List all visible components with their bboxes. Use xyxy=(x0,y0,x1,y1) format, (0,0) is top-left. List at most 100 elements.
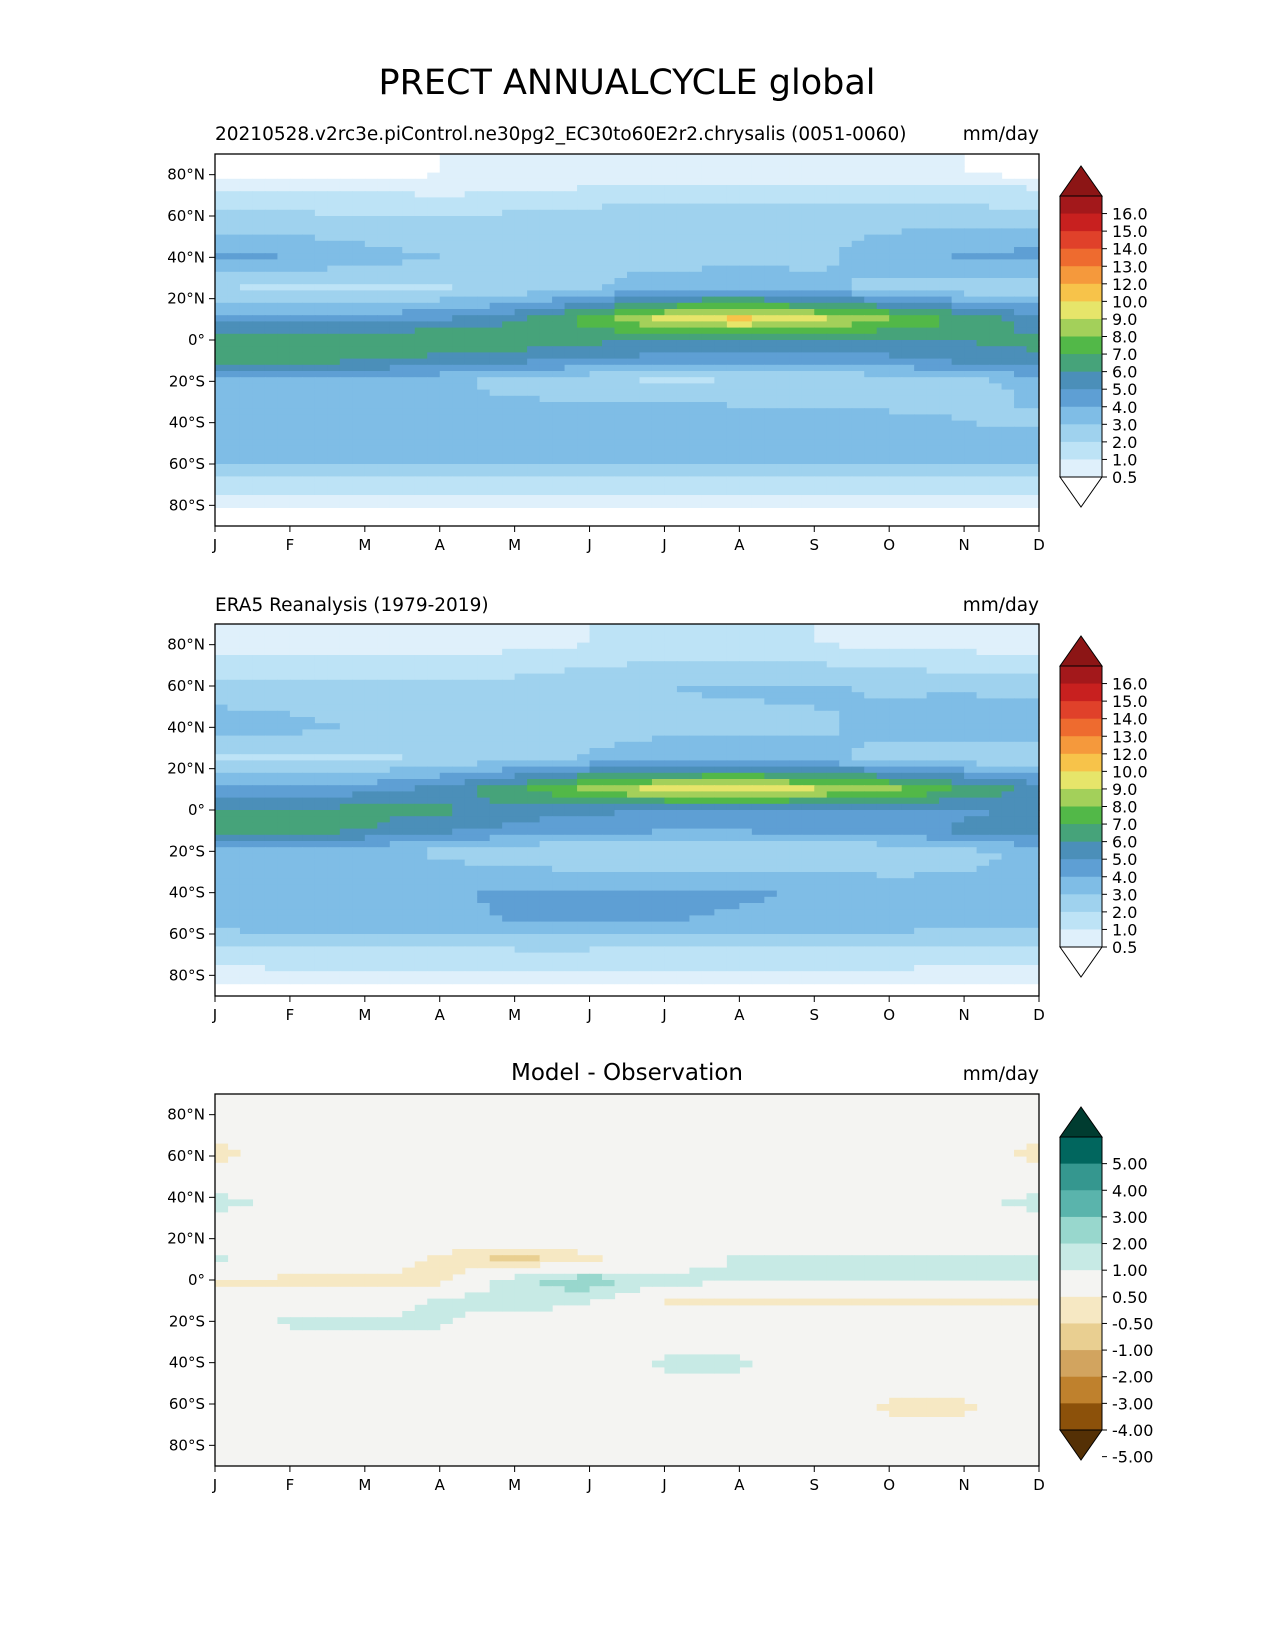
contour-cell xyxy=(814,630,828,637)
contour-cell xyxy=(514,426,528,434)
contour-cell xyxy=(926,723,940,730)
contour-cell xyxy=(552,402,566,409)
contour-cell xyxy=(876,464,890,471)
contour-cell xyxy=(577,451,591,459)
contour-cell xyxy=(901,433,915,440)
contour-cell xyxy=(926,501,940,508)
contour-cell xyxy=(1014,642,1028,650)
contour-cell xyxy=(552,222,566,229)
contour-cell xyxy=(252,667,266,675)
contour-cell xyxy=(714,160,728,167)
contour-cell xyxy=(914,302,928,310)
contour-cell xyxy=(914,655,928,662)
contour-cell xyxy=(552,717,566,724)
contour-cell xyxy=(726,661,740,668)
contour-cell xyxy=(514,679,528,687)
contour-cell xyxy=(489,247,503,254)
contour-cell xyxy=(227,333,241,341)
contour-cell xyxy=(664,352,678,360)
contour-cell xyxy=(639,247,653,254)
contour-cell xyxy=(801,327,815,335)
contour-cell xyxy=(914,383,928,391)
contour-cell xyxy=(701,321,715,329)
contour-cell xyxy=(239,501,254,508)
contour-cell xyxy=(539,333,553,341)
contour-cell xyxy=(339,321,353,329)
contour-cell xyxy=(264,642,279,650)
contour-cell xyxy=(664,630,678,637)
contour-cell xyxy=(564,624,578,631)
contour-cell xyxy=(914,265,928,273)
contour-cell xyxy=(264,408,279,415)
contour-cell xyxy=(539,402,553,409)
contour-cell xyxy=(764,346,778,353)
contour-cell xyxy=(1014,692,1028,699)
contour-cell xyxy=(552,624,566,631)
contour-cell xyxy=(726,482,740,490)
contour-cell xyxy=(552,265,566,273)
contour-cell xyxy=(1026,278,1040,285)
contour-cell xyxy=(252,395,266,403)
contour-cell xyxy=(651,197,666,205)
contour-cell xyxy=(602,216,616,223)
contour-cell xyxy=(714,402,728,409)
contour-cell xyxy=(364,377,378,384)
contour-cell xyxy=(414,488,428,496)
contour-cell xyxy=(339,636,353,644)
contour-cell xyxy=(452,352,466,360)
contour-cell xyxy=(876,309,890,316)
contour-cell xyxy=(651,673,666,681)
contour-cell xyxy=(589,178,603,186)
contour-cell xyxy=(776,296,790,304)
colorbar-tick-label: 0.5 xyxy=(1112,468,1137,487)
contour-cell xyxy=(452,408,466,415)
contour-cell xyxy=(302,389,316,397)
contour-cell xyxy=(714,191,728,198)
contour-cell xyxy=(352,723,366,730)
contour-cell xyxy=(389,717,403,724)
contour-cell xyxy=(452,172,466,180)
contour-cell xyxy=(689,402,703,409)
contour-cell xyxy=(602,240,616,248)
contour-cell xyxy=(789,470,803,477)
contour-cell xyxy=(327,333,341,341)
contour-cell xyxy=(739,624,753,631)
contour-cell xyxy=(664,296,678,304)
contour-cell xyxy=(751,333,765,341)
contour-cell xyxy=(277,358,291,366)
contour-cell xyxy=(414,420,428,428)
contour-cell xyxy=(314,445,328,453)
contour-cell xyxy=(1001,624,1015,631)
contour-cell xyxy=(901,240,915,248)
contour-cell xyxy=(452,451,466,459)
x-tick-label: M xyxy=(358,536,371,554)
contour-cell xyxy=(801,178,815,186)
contour-cell xyxy=(614,209,628,217)
contour-cell xyxy=(302,209,316,217)
contour-cell xyxy=(327,648,341,656)
contour-cell xyxy=(826,240,840,248)
contour-cell xyxy=(801,698,815,706)
contour-cell xyxy=(1026,222,1040,229)
contour-cell xyxy=(689,166,703,174)
contour-cell xyxy=(489,191,503,198)
contour-cell xyxy=(627,234,641,242)
contour-cell xyxy=(314,661,328,668)
contour-cell xyxy=(701,284,715,291)
contour-cell xyxy=(402,333,416,341)
contour-cell xyxy=(689,383,703,391)
contour-cell xyxy=(377,698,391,706)
contour-cell xyxy=(914,216,928,223)
contour-cell xyxy=(577,315,591,322)
contour-cell xyxy=(577,704,591,712)
contour-cell xyxy=(327,309,341,316)
contour-cell xyxy=(439,464,453,471)
contour-cell xyxy=(1026,383,1040,391)
contour-cell xyxy=(564,451,578,459)
contour-cell xyxy=(639,234,653,242)
contour-cell xyxy=(614,710,628,718)
contour-cell xyxy=(602,209,616,217)
contour-cell xyxy=(215,673,229,681)
contour-cell xyxy=(876,172,890,180)
colorbar-tick-label: 9.0 xyxy=(1112,310,1137,329)
